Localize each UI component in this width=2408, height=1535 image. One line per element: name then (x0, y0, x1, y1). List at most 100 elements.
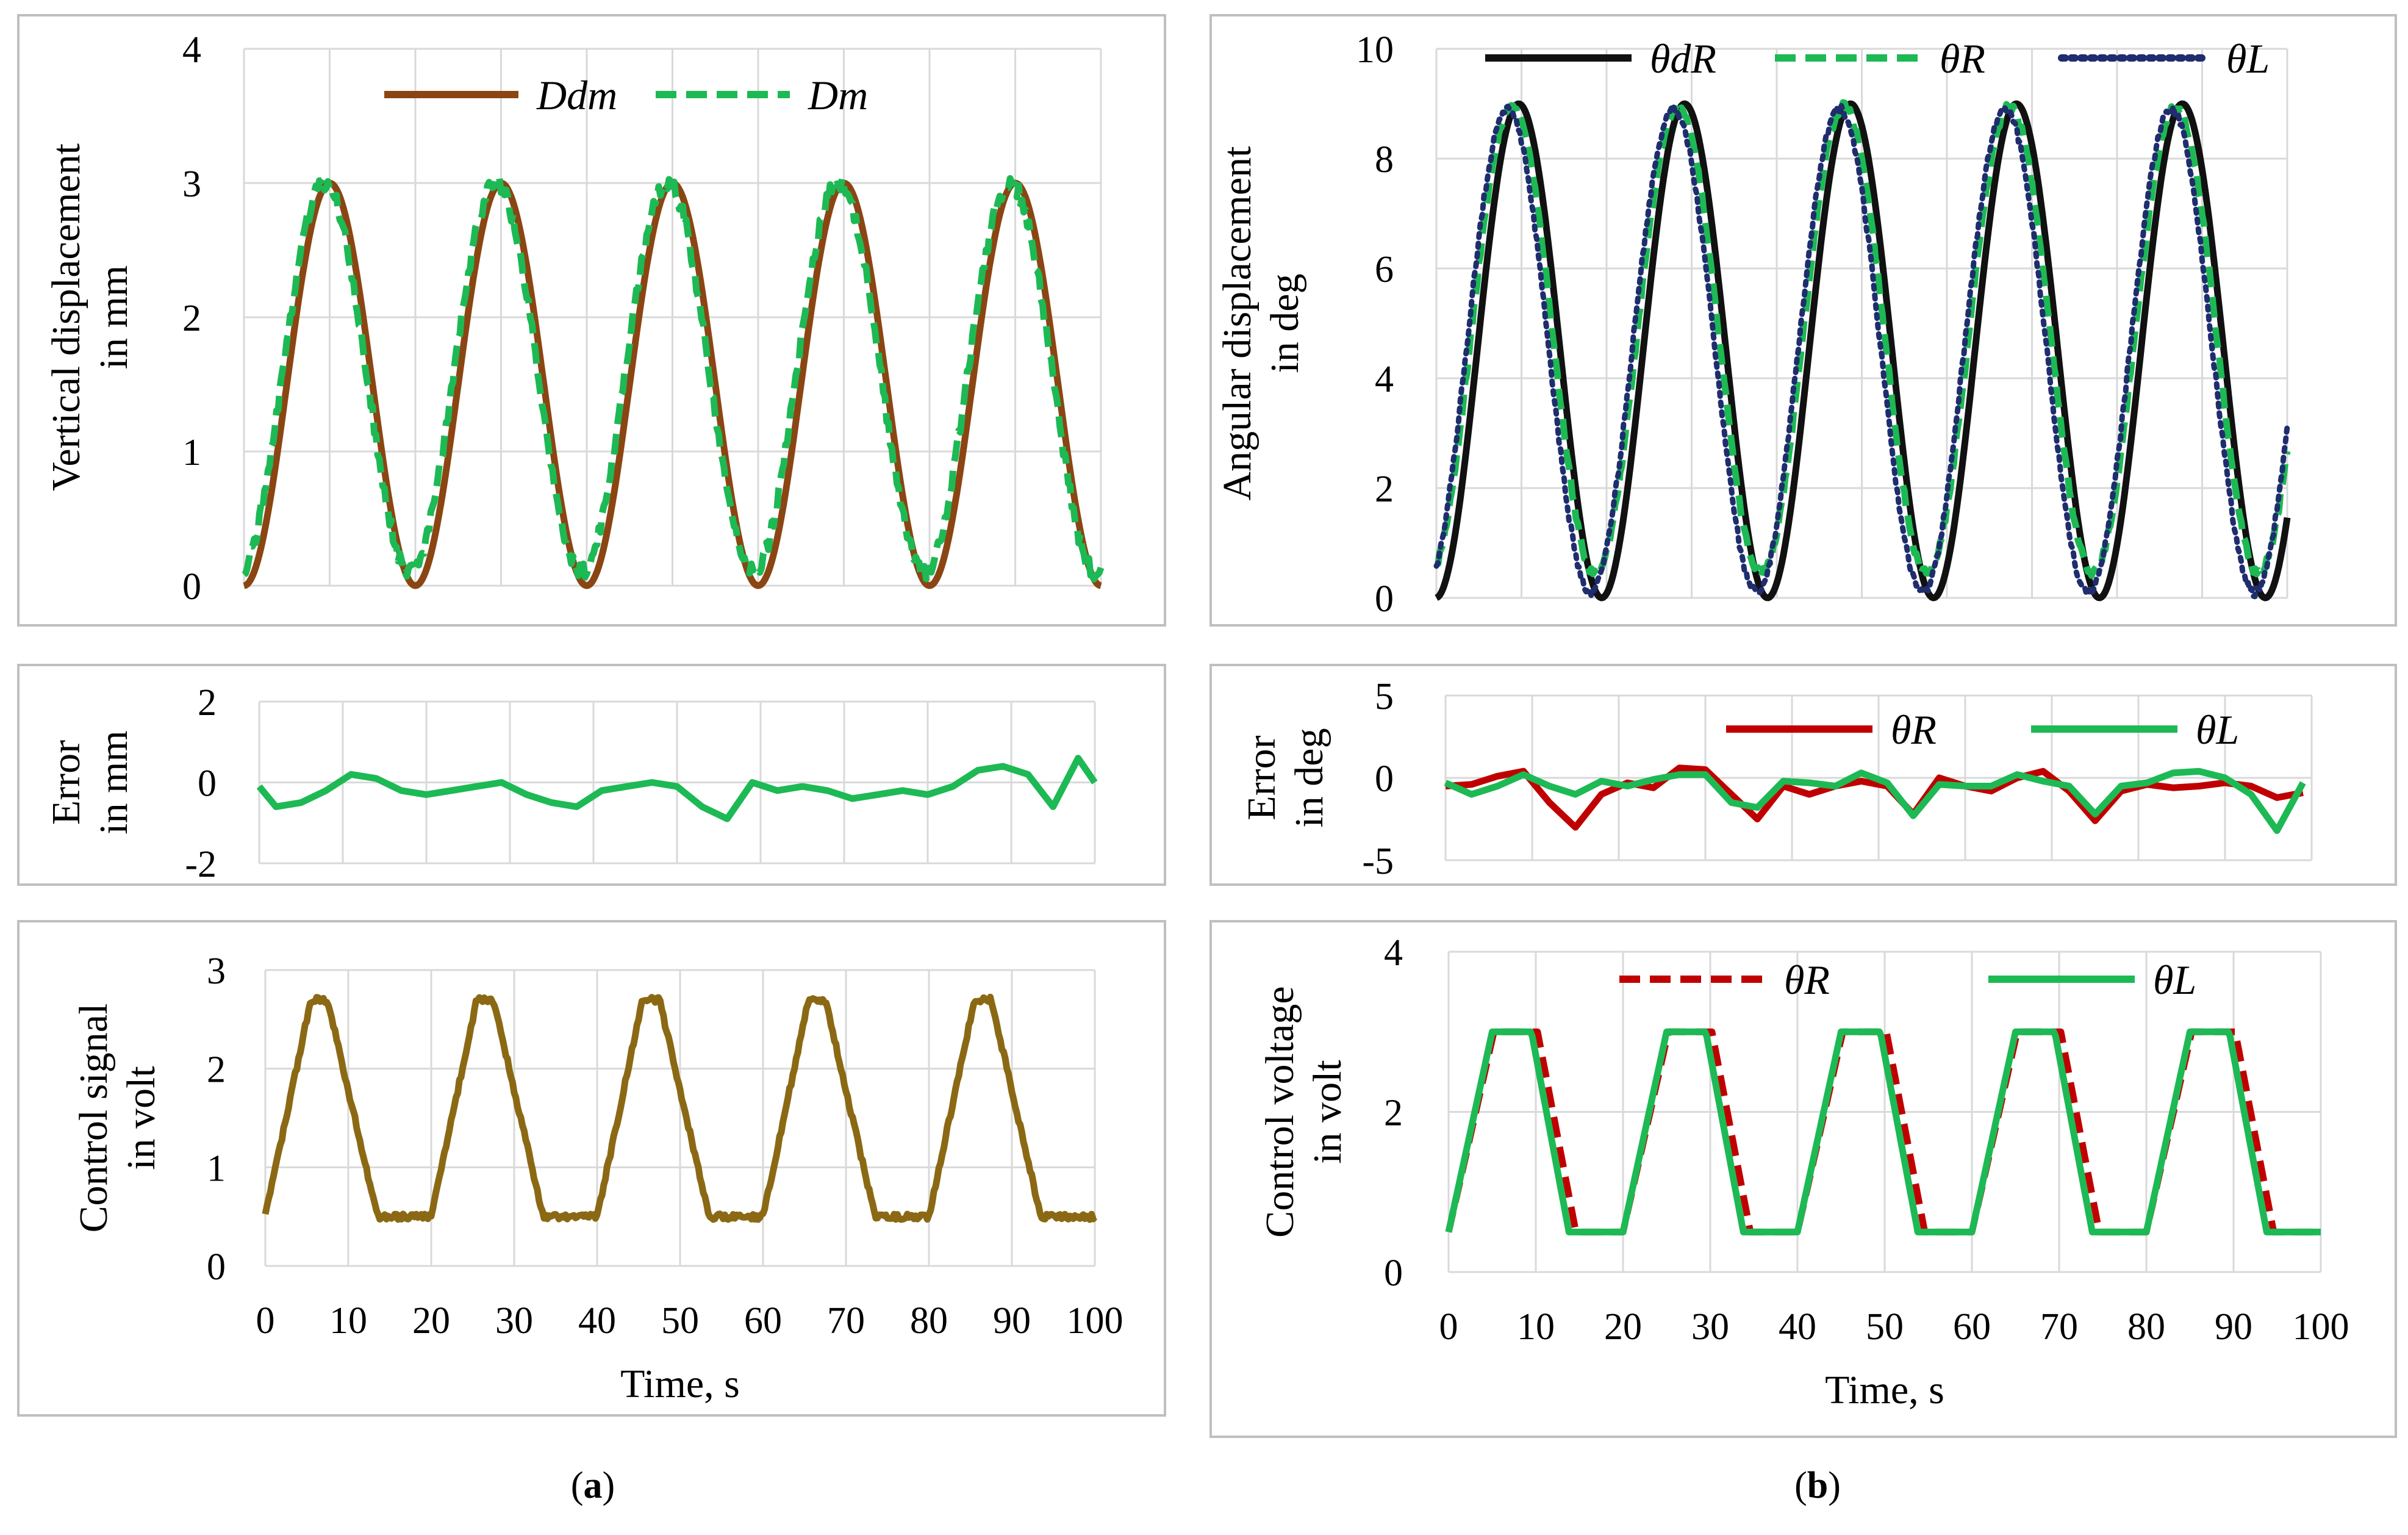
y-tick-label: 0 (182, 566, 201, 608)
series-line-2 (1433, 102, 2290, 600)
series-line-1 (1444, 768, 2306, 834)
legend: θdR θR θL (1485, 35, 2270, 82)
y-axis-label-line: in volt (1305, 1060, 1350, 1164)
y-tick-label: 4 (1375, 359, 1394, 400)
y-axis-label-line: in mm (91, 730, 136, 835)
y-axis-label-line: in deg (1263, 273, 1307, 373)
legend-label: θL (2153, 957, 2196, 1003)
chart-a_top: 0 1 2 3 4 Vertical displacementin mm Ddm Dm (17, 14, 1166, 627)
x-tick-label: 50 (1866, 1306, 1904, 1348)
series-line-0 (1445, 764, 2304, 831)
x-tick-label: 10 (329, 1300, 367, 1342)
y-axis-label: Angular displacementin deg (1215, 146, 1307, 501)
x-tick-label: 0 (1439, 1306, 1458, 1348)
y-tick-label: 4 (1384, 932, 1403, 974)
y-axis-label: Control signalin volt (71, 1004, 163, 1233)
y-tick-label: 1 (182, 432, 201, 473)
y-tick-label: 0 (1375, 578, 1394, 620)
y-axis-label-line: in mm (91, 265, 136, 370)
y-tick-label: 0 (1375, 758, 1394, 800)
y-axis-label: Vertical displacementin mm (44, 143, 136, 491)
x-tick-label: 80 (910, 1300, 948, 1342)
x-tick-label: 70 (827, 1300, 865, 1342)
y-tick-label: 4 (182, 29, 201, 71)
x-tick-label: 80 (2127, 1306, 2165, 1348)
legend-label: θR (1940, 35, 1985, 82)
x-axis-label: Time, s (620, 1362, 740, 1406)
y-axis-label-line: Error (1239, 735, 1284, 820)
y-tick-label: 10 (1356, 29, 1394, 71)
legend-label: Ddm (536, 72, 617, 118)
x-tick-label: 30 (495, 1300, 533, 1342)
y-tick-label: 3 (207, 951, 226, 992)
legend: θR θL (1619, 957, 2196, 1003)
legend-label: θR (1891, 706, 1937, 753)
y-tick-label: 2 (207, 1049, 226, 1091)
series-line-1 (1445, 1028, 2323, 1235)
y-tick-label: 2 (1375, 469, 1394, 510)
series-line-0 (256, 755, 1098, 822)
x-tick-label: 20 (1604, 1306, 1642, 1348)
y-tick-label: 0 (207, 1246, 226, 1288)
x-tick-label: 60 (744, 1300, 782, 1342)
x-tick-label: 60 (1953, 1306, 1991, 1348)
x-tick-label: 90 (993, 1300, 1031, 1342)
x-tick-label: 20 (412, 1300, 450, 1342)
y-tick-label: 1 (207, 1148, 226, 1189)
y-tick-label: -5 (1362, 841, 1394, 882)
y-axis-label-line: Error (44, 740, 88, 825)
x-tick-label: 50 (661, 1300, 699, 1342)
chart-frame (1209, 920, 2397, 1438)
y-axis-label-line: Angular displacement (1215, 146, 1260, 501)
y-tick-label: 2 (198, 682, 217, 724)
x-tick-label: 100 (2293, 1306, 2349, 1348)
legend-label: θdR (1650, 35, 1716, 82)
chart-b_mid: -5 0 5 Errorin deg θR θL (1209, 664, 2397, 886)
x-tick-label: 0 (256, 1300, 275, 1342)
y-tick-label: 6 (1375, 249, 1394, 290)
subfigure-label-b: (b) (1794, 1465, 1841, 1506)
legend-label: θR (1784, 957, 1830, 1003)
y-axis-label: Errorin deg (1239, 728, 1331, 827)
chart-b_top: 0 2 4 6 8 10 Angular displacementin deg θdR θR θL (1209, 14, 2397, 627)
series-line-1 (242, 173, 1105, 583)
series-line-0 (262, 993, 1098, 1223)
x-tick-label: 10 (1517, 1306, 1555, 1348)
series-line-0 (1435, 100, 2291, 602)
y-tick-label: -2 (185, 844, 217, 885)
x-tick-label: 30 (1691, 1306, 1729, 1348)
legend: Ddm Dm (384, 72, 868, 118)
x-axis-label: Time, s (1825, 1368, 1944, 1412)
y-tick-label: 2 (1384, 1093, 1403, 1134)
y-axis-label-line: Control voltage (1258, 986, 1302, 1237)
y-tick-label: 5 (1375, 676, 1394, 717)
legend-label: Dm (808, 72, 868, 118)
x-tick-label: 100 (1067, 1300, 1123, 1342)
legend-label: θL (2226, 35, 2270, 82)
y-tick-label: 2 (182, 298, 201, 339)
series-line-1 (1435, 99, 2291, 581)
chart-a_mid: -2 0 2 Errorin mm (17, 664, 1166, 886)
y-axis-label-line: Control signal (71, 1004, 116, 1233)
chart-frame (17, 14, 1166, 627)
x-tick-label: 90 (2215, 1306, 2252, 1348)
subfigure-label-a: (a) (570, 1465, 615, 1506)
y-axis-label: Errorin mm (44, 730, 136, 835)
y-axis-label-line: in volt (119, 1066, 163, 1170)
legend: θR θL (1726, 706, 2239, 753)
y-tick-label: 0 (1384, 1253, 1403, 1294)
legend-label: θL (2196, 706, 2239, 753)
y-axis-label-line: in deg (1287, 728, 1331, 827)
y-tick-label: 8 (1375, 139, 1394, 181)
y-tick-label: 3 (182, 164, 201, 205)
y-axis-label: Control voltagein volt (1258, 986, 1350, 1237)
x-tick-label: 40 (578, 1300, 616, 1342)
y-axis-label-line: Vertical displacement (44, 143, 88, 491)
chart-frame (1209, 664, 2397, 886)
x-tick-label: 70 (2040, 1306, 2078, 1348)
x-tick-label: 40 (1779, 1306, 1816, 1348)
